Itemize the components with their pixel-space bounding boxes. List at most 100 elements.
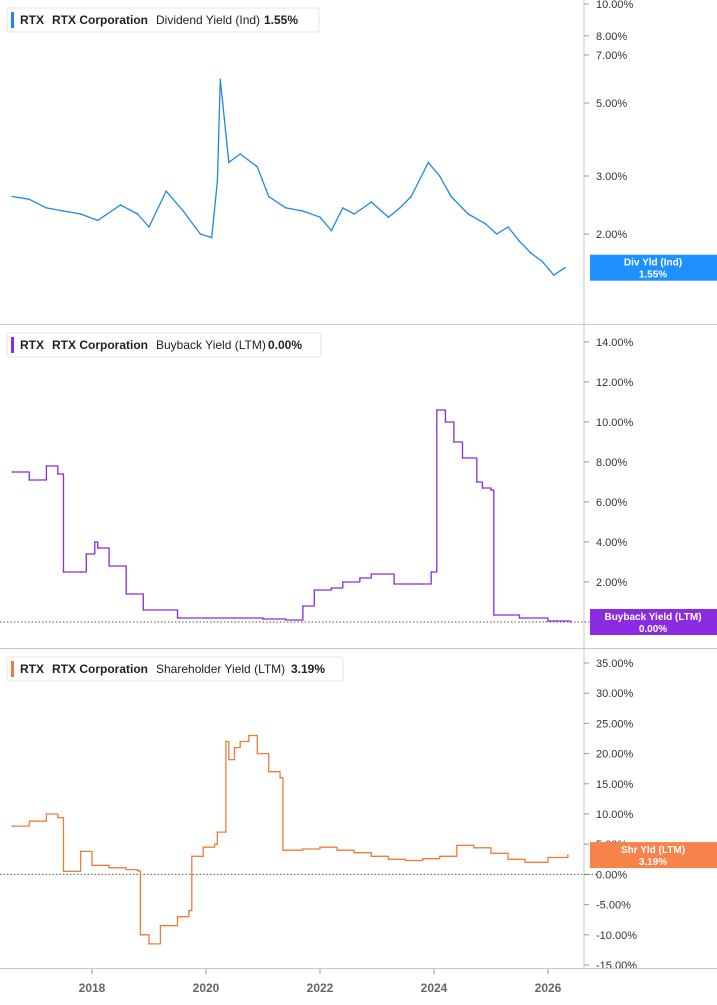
- data-point: [438, 175, 441, 177]
- x-tick-label: 2022: [307, 981, 334, 995]
- data-point: [148, 226, 150, 228]
- data-point: [302, 210, 304, 212]
- data-point: [490, 489, 492, 491]
- y-tick-label: 35.00%: [596, 658, 634, 670]
- legend-company: RTX Corporation: [52, 338, 148, 352]
- data-point: [216, 180, 219, 182]
- data-point: [45, 207, 48, 209]
- legend-frame: [6, 332, 322, 358]
- legend-value: 1.55%: [264, 13, 298, 27]
- data-point: [79, 571, 82, 573]
- legend-value: 0.00%: [268, 338, 302, 352]
- data-point: [518, 240, 521, 243]
- x-tick-label: 2020: [193, 981, 220, 995]
- value-tag-value: 1.55%: [639, 270, 667, 281]
- data-point: [476, 481, 478, 483]
- data-point: [336, 849, 338, 851]
- data-point: [96, 547, 99, 549]
- data-point: [564, 266, 566, 269]
- data-point: [570, 621, 572, 623]
- data-point: [79, 213, 82, 215]
- legend-frame: [6, 656, 344, 682]
- data-point: [524, 861, 526, 864]
- y-tick-label: 25.00%: [596, 718, 634, 730]
- data-point: [136, 870, 139, 872]
- chart-pane-3: 35.00%30.00%25.00%20.00%15.00%10.00%5.00…: [0, 656, 717, 972]
- value-tag-label: Div Yld (Ind): [624, 258, 682, 269]
- data-point: [282, 849, 284, 851]
- data-point: [228, 758, 230, 761]
- data-point: [404, 859, 407, 862]
- data-point: [313, 589, 316, 591]
- data-point: [370, 573, 373, 575]
- data-point: [330, 587, 333, 589]
- series-line-2: [12, 409, 572, 622]
- value-tag: Shr Yld (LTM)3.19%: [590, 842, 717, 869]
- y-tick-label: 30.00%: [596, 688, 634, 700]
- data-point: [359, 577, 361, 579]
- data-point: [387, 216, 390, 218]
- data-point: [96, 219, 99, 222]
- series-line-3: [12, 734, 569, 945]
- y-tick-label: 10.00%: [596, 0, 634, 11]
- data-point: [188, 909, 190, 912]
- data-point: [319, 216, 321, 218]
- x-tick-label: 2026: [535, 981, 562, 995]
- legend-swatch: [11, 661, 14, 677]
- y-tick-label: 12.00%: [596, 377, 634, 389]
- y-tick-label: 14.00%: [596, 337, 634, 349]
- data-point: [421, 857, 424, 860]
- data-point: [239, 740, 241, 743]
- data-point: [11, 471, 13, 473]
- data-point: [430, 571, 433, 573]
- data-point: [567, 854, 569, 856]
- data-point: [205, 617, 207, 619]
- data-point: [85, 553, 88, 555]
- legend-box: RTX RTX Corporation Dividend Yield (Ind) 1.…: [6, 7, 320, 33]
- data-point: [91, 864, 93, 867]
- value-tag: Buyback Yield (LTM)0.00%: [590, 609, 717, 635]
- y-tick-label: 5.00%: [596, 98, 627, 110]
- data-point: [456, 844, 458, 847]
- data-point: [319, 846, 321, 848]
- data-point: [239, 153, 241, 155]
- data-point: [165, 190, 167, 192]
- data-point: [79, 850, 82, 853]
- data-point: [213, 843, 216, 845]
- legend-swatch: [11, 337, 14, 353]
- data-point: [370, 855, 373, 858]
- data-point: [136, 213, 139, 215]
- data-point: [302, 605, 304, 607]
- data-point: [119, 204, 122, 206]
- data-point: [94, 541, 96, 543]
- data-point: [248, 734, 250, 737]
- data-point: [467, 213, 470, 215]
- data-point: [490, 852, 492, 855]
- legend-ticker: RTX: [20, 662, 44, 676]
- data-point: [285, 207, 287, 209]
- data-point: [530, 252, 532, 254]
- data-point: [176, 915, 179, 918]
- data-point: [159, 924, 162, 927]
- series-line-1: [12, 78, 566, 276]
- y-tick-label: 8.00%: [596, 31, 627, 43]
- data-point: [473, 847, 475, 849]
- y-tick-label: 0.00%: [596, 869, 627, 881]
- y-tick-label: 20.00%: [596, 749, 634, 761]
- y-tick-label: 6.00%: [596, 497, 627, 509]
- data-point: [108, 867, 110, 869]
- data-point: [461, 457, 464, 459]
- y-tick-label: 2.00%: [596, 229, 627, 241]
- data-point: [11, 195, 13, 198]
- data-point: [507, 226, 509, 228]
- data-point: [438, 855, 441, 858]
- data-point: [139, 934, 142, 936]
- data-point: [518, 617, 521, 619]
- y-tick-label: 10.00%: [596, 417, 634, 429]
- data-point: [57, 816, 59, 819]
- data-point: [353, 851, 356, 854]
- data-point: [370, 201, 373, 203]
- value-tag-box: [590, 842, 717, 869]
- legend-frame: [6, 7, 320, 33]
- data-point: [387, 858, 390, 861]
